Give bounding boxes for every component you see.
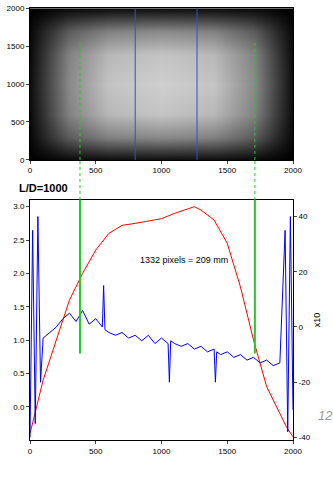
svg-text:40: 40	[299, 212, 308, 221]
svg-text:0.0: 0.0	[13, 403, 25, 412]
svg-text:x10: x10	[313, 313, 323, 328]
svg-text:2.0: 2.0	[13, 269, 25, 278]
svg-text:1332 pixels = 209 mm: 1332 pixels = 209 mm	[140, 255, 228, 265]
svg-text:1000: 1000	[153, 166, 171, 175]
svg-text:1500: 1500	[218, 447, 236, 456]
svg-text:0: 0	[20, 156, 25, 165]
svg-text:1.5: 1.5	[13, 303, 25, 312]
svg-text:1000: 1000	[7, 80, 25, 89]
svg-text:3.0: 3.0	[13, 202, 25, 211]
svg-text:0: 0	[28, 166, 33, 175]
svg-text:500: 500	[89, 166, 103, 175]
svg-text:0: 0	[299, 323, 304, 332]
svg-text:2000: 2000	[284, 166, 302, 175]
svg-text:1500: 1500	[7, 42, 25, 51]
svg-text:20: 20	[299, 268, 308, 277]
svg-text:1000: 1000	[153, 447, 171, 456]
svg-text:500: 500	[11, 118, 25, 127]
svg-text:2000: 2000	[284, 447, 302, 456]
svg-text:0.5: 0.5	[13, 369, 25, 378]
svg-text:12: 12	[318, 408, 333, 423]
svg-text:500: 500	[89, 447, 103, 456]
svg-text:L/D=1000: L/D=1000	[19, 182, 68, 194]
svg-text:-20: -20	[299, 378, 311, 387]
svg-text:2000: 2000	[7, 4, 25, 13]
svg-text:2.5: 2.5	[13, 236, 25, 245]
svg-text:1500: 1500	[218, 166, 236, 175]
svg-text:0: 0	[28, 447, 33, 456]
svg-text:-40: -40	[299, 433, 311, 442]
svg-text:1.0: 1.0	[13, 336, 25, 345]
